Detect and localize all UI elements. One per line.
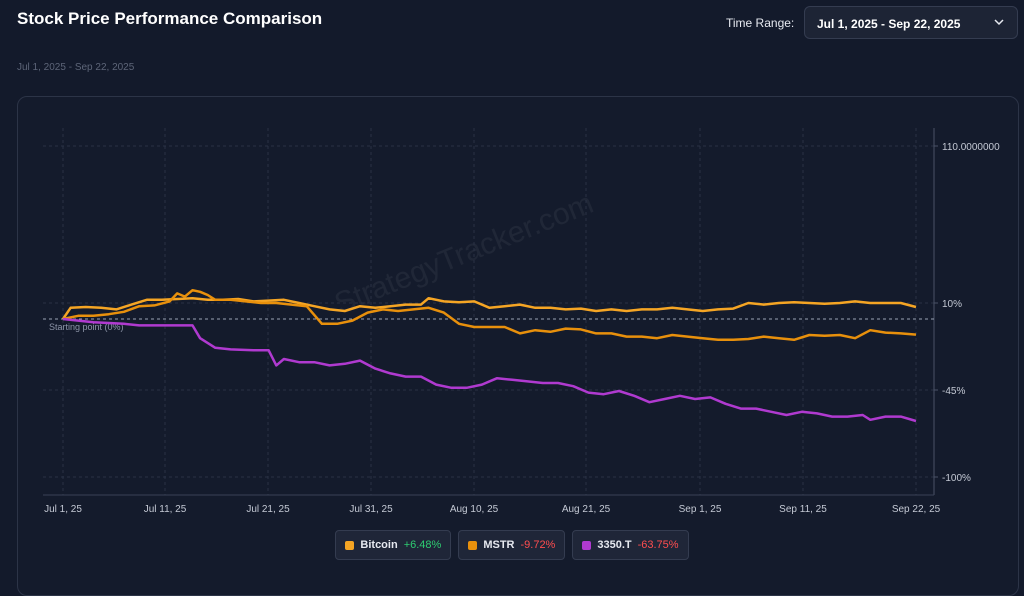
chevron-down-icon [994,19,1004,26]
chart-legend: Bitcoin +6.48% MSTR -9.72% 3350.T -63.75% [0,530,1024,560]
page-title: Stock Price Performance Comparison [17,9,323,28]
y-tick-label: -100% [942,473,971,484]
legend-item-3350-t[interactable]: 3350.T -63.75% [572,530,689,560]
x-tick-label: Jul 21, 25 [246,504,290,515]
x-tick-label: Aug 10, 25 [450,504,499,515]
y-tick-label: 10% [942,299,962,310]
x-tick-label: Jul 31, 25 [349,504,393,515]
legend-series-change: +6.48% [403,539,442,551]
x-tick-label: Sep 22, 25 [892,504,941,515]
y-tick-label: -45% [942,386,965,397]
legend-series-name: MSTR [483,539,515,551]
chart-card [17,96,1019,596]
legend-item-bitcoin[interactable]: Bitcoin +6.48% [335,530,452,560]
x-tick-label: Jul 11, 25 [144,504,187,515]
starting-point-label: Starting point (0%) [49,322,124,332]
legend-series-change: -9.72% [520,539,556,551]
x-tick-label: Sep 1, 25 [679,504,722,515]
y-tick-label: 110.0000000 [942,142,1000,153]
legend-series-name: 3350.T [597,539,632,551]
legend-swatch [468,540,478,550]
time-range-select[interactable]: Jul 1, 2025 - Sep 22, 2025 [804,6,1018,39]
series-line-3350-t [62,317,917,423]
time-range-value: Jul 1, 2025 - Sep 22, 2025 [817,17,961,31]
legend-series-name: Bitcoin [360,539,398,551]
legend-series-change: -63.75% [637,539,679,551]
legend-swatch [345,540,355,550]
x-tick-label: Sep 11, 25 [779,504,827,515]
time-range-label: Time Range: [726,16,795,30]
performance-chart: Jul 1, 25 Jul 11, 25 Jul 21, 25 Jul 31, 25 A… [43,128,1000,515]
x-tick-label: Aug 21, 25 [562,504,611,515]
date-range-subtitle: Jul 1, 2025 - Sep 22, 2025 [17,62,135,73]
legend-item-mstr[interactable]: MSTR -9.72% [458,530,566,560]
series-line-bitcoin [61,296,917,320]
legend-swatch [582,540,592,550]
x-tick-label: Jul 1, 25 [44,504,82,515]
series-line-mstr [62,288,917,342]
